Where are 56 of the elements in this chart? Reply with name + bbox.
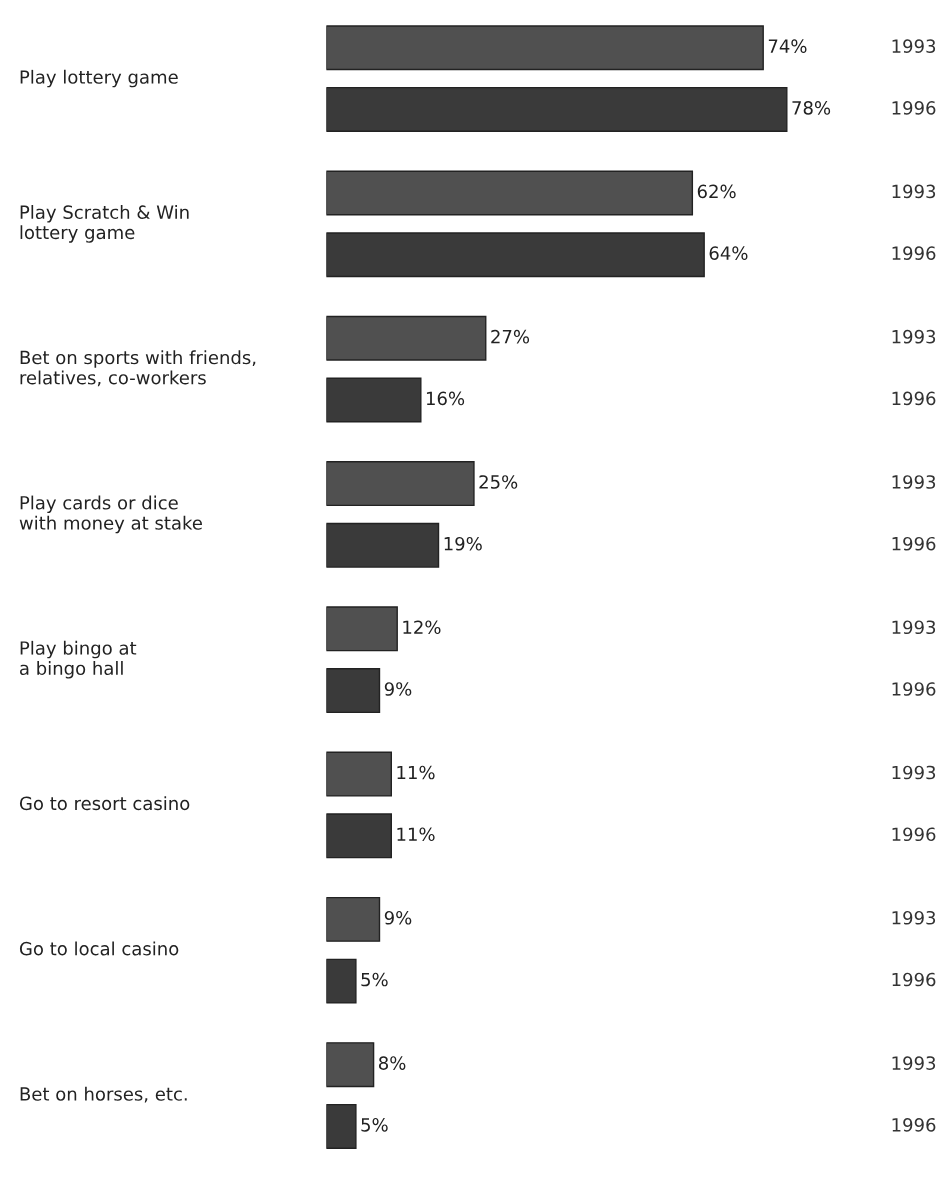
text: 1996	[892, 246, 936, 260]
bar	[326, 668, 381, 714]
text: 1996	[892, 536, 936, 551]
bar	[326, 813, 392, 859]
y-tick-label: Play cards or dice with money at stake	[19, 495, 202, 534]
bar	[326, 461, 475, 507]
text: 1996	[892, 391, 936, 406]
text: 1996	[892, 101, 936, 115]
text: 1993	[892, 765, 936, 780]
bar	[326, 1042, 375, 1088]
data-label: 16%	[426, 391, 465, 406]
data-label: 9%	[384, 910, 412, 925]
data-label: 78%	[792, 101, 831, 115]
data-label: 62%	[697, 184, 736, 199]
bar	[326, 896, 381, 942]
data-label: 12%	[403, 620, 441, 635]
data-label: 9%	[384, 682, 412, 696]
text: 1996	[892, 682, 936, 696]
text: 1996	[892, 972, 936, 987]
text: 1993	[892, 1056, 936, 1070]
bar	[326, 25, 764, 71]
y-tick-label: Bet on sports with friends, relatives, co-workers	[20, 350, 256, 387]
bar	[326, 522, 440, 568]
text: 1993	[892, 39, 936, 53]
data-label: 5%	[361, 972, 388, 987]
bar	[326, 377, 422, 423]
data-label: 64%	[709, 246, 748, 260]
bar	[326, 232, 705, 278]
text: 1996	[892, 1117, 936, 1132]
y-tick-label: Play Scratch & Win lottery game	[20, 205, 189, 243]
bar	[326, 751, 392, 797]
text: 1993	[892, 620, 936, 635]
bar	[326, 958, 357, 1004]
y-tick-label: Play lottery game	[20, 69, 178, 88]
text: 1996	[892, 827, 936, 842]
data-label: 74%	[768, 39, 807, 53]
data-label: 25%	[479, 475, 518, 489]
y-tick-label: Play bingo at a bingo hall	[20, 640, 137, 679]
data-label: 5%	[361, 1117, 388, 1132]
y-tick-label: Go to resort casino	[19, 796, 190, 811]
bar	[326, 315, 487, 361]
data-label: 11%	[397, 827, 435, 842]
bar	[326, 606, 398, 652]
data-label: 27%	[491, 329, 530, 344]
text: 1993	[892, 910, 936, 925]
y-tick-label: Go to local casino	[19, 941, 179, 956]
text: 1993	[892, 184, 936, 199]
text: 1993	[892, 329, 936, 344]
data-label: 11%	[397, 765, 435, 780]
data-label: 19%	[444, 536, 482, 551]
y-tick-label: Bet on horses, etc.	[20, 1086, 187, 1103]
bar	[326, 1103, 357, 1149]
data-label: 8%	[378, 1056, 406, 1070]
bar	[326, 86, 788, 132]
text: 1993	[892, 475, 936, 489]
bar	[326, 170, 694, 216]
